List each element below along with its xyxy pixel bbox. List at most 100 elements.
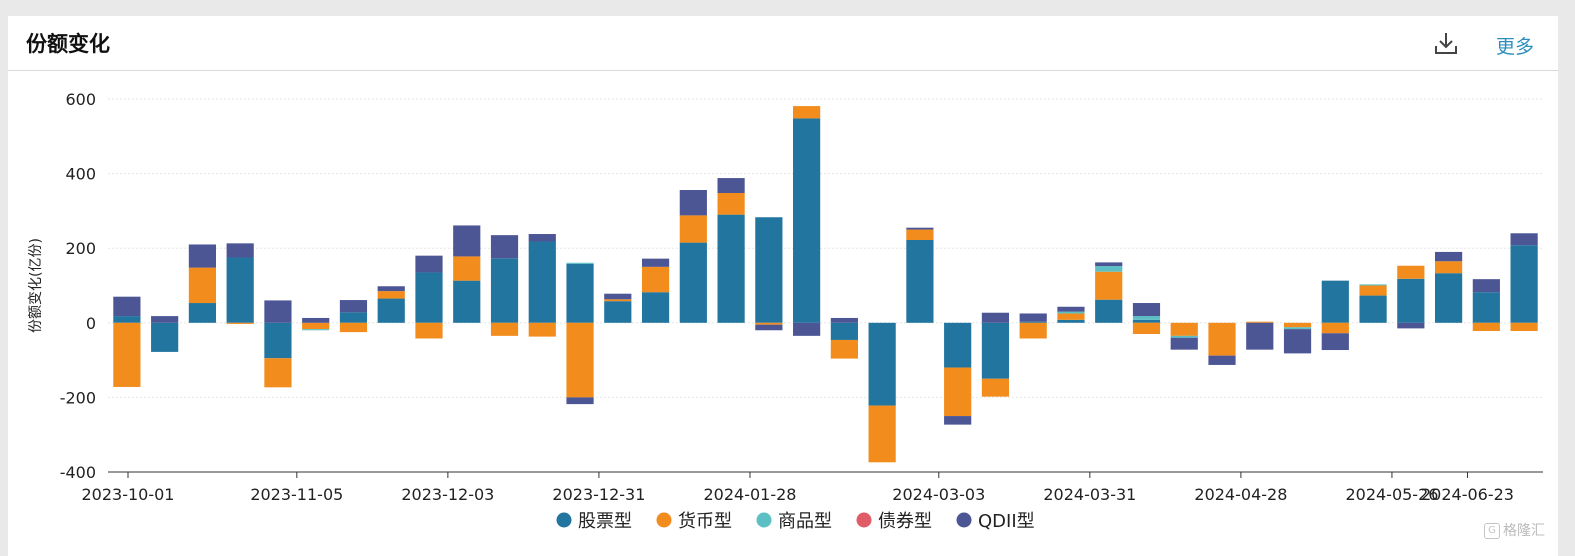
bar-segment[interactable] bbox=[1472, 292, 1500, 323]
bar-segment[interactable] bbox=[1283, 322, 1312, 328]
bar-segment[interactable] bbox=[830, 322, 858, 340]
bar-segment[interactable] bbox=[339, 300, 368, 313]
bar-segment[interactable] bbox=[604, 293, 632, 300]
bar-segment[interactable] bbox=[302, 317, 330, 323]
bar-segment[interactable] bbox=[1057, 306, 1085, 312]
bar-segment[interactable] bbox=[528, 241, 556, 323]
bar-segment[interactable] bbox=[755, 217, 783, 323]
download-icon[interactable] bbox=[1432, 30, 1460, 58]
bar-segment[interactable] bbox=[717, 192, 745, 215]
bar-segment[interactable] bbox=[1434, 251, 1463, 262]
bar-segment[interactable] bbox=[528, 234, 556, 242]
bar-segment[interactable] bbox=[377, 298, 405, 323]
legend-item[interactable]: 商品型 bbox=[756, 511, 833, 532]
bar-segment[interactable] bbox=[641, 266, 670, 293]
bar-segment[interactable] bbox=[226, 257, 254, 323]
bar-segment[interactable] bbox=[1019, 313, 1047, 322]
bar-segment[interactable] bbox=[1397, 278, 1425, 323]
bar-segment[interactable] bbox=[226, 243, 254, 258]
bar-segment[interactable] bbox=[1170, 335, 1198, 338]
bar-segment[interactable] bbox=[1095, 262, 1123, 267]
bar-segment[interactable] bbox=[1246, 322, 1274, 350]
bar-segment[interactable] bbox=[339, 322, 368, 333]
bar-segment[interactable] bbox=[1208, 322, 1236, 356]
bar-segment[interactable] bbox=[415, 272, 443, 323]
bar-segment[interactable] bbox=[415, 322, 443, 339]
bar-segment[interactable] bbox=[1359, 295, 1387, 323]
bar-segment[interactable] bbox=[1132, 319, 1161, 323]
bar-segment[interactable] bbox=[1132, 303, 1161, 317]
bar-segment[interactable] bbox=[906, 239, 934, 323]
bar-segment[interactable] bbox=[226, 322, 254, 324]
legend-item[interactable]: 债券型 bbox=[856, 511, 933, 532]
bar-segment[interactable] bbox=[981, 322, 1010, 379]
bar-segment[interactable] bbox=[1434, 273, 1463, 323]
more-link[interactable]: 更多 bbox=[1496, 36, 1535, 58]
bar-segment[interactable] bbox=[679, 190, 707, 216]
bar-segment[interactable] bbox=[1321, 280, 1349, 323]
bar-segment[interactable] bbox=[453, 225, 481, 257]
bar-segment[interactable] bbox=[113, 322, 141, 387]
bar-segment[interactable] bbox=[944, 367, 972, 417]
bar-segment[interactable] bbox=[1397, 265, 1425, 279]
bar-segment[interactable] bbox=[755, 322, 783, 325]
bar-segment[interactable] bbox=[1132, 316, 1161, 320]
bar-segment[interactable] bbox=[1095, 266, 1123, 272]
bar-segment[interactable] bbox=[641, 292, 670, 323]
bar-segment[interactable] bbox=[1057, 313, 1085, 320]
bar-segment[interactable] bbox=[490, 322, 519, 336]
bar-segment[interactable] bbox=[377, 291, 405, 299]
bar-segment[interactable] bbox=[1510, 233, 1538, 246]
bar-segment[interactable] bbox=[188, 244, 217, 268]
bar-segment[interactable] bbox=[1019, 322, 1047, 339]
bar-segment[interactable] bbox=[755, 324, 783, 331]
bar-segment[interactable] bbox=[1434, 261, 1463, 274]
bar-segment[interactable] bbox=[1019, 321, 1047, 323]
bar-segment[interactable] bbox=[188, 267, 217, 304]
bar-segment[interactable] bbox=[1359, 284, 1387, 286]
bar-segment[interactable] bbox=[604, 299, 632, 302]
bar-segment[interactable] bbox=[906, 227, 934, 230]
bar-segment[interactable] bbox=[453, 256, 481, 281]
bar-segment[interactable] bbox=[944, 416, 972, 425]
bar-segment[interactable] bbox=[566, 322, 594, 398]
legend-item[interactable]: 货币型 bbox=[656, 511, 733, 532]
bar-segment[interactable] bbox=[1246, 321, 1274, 323]
bar-segment[interactable] bbox=[566, 263, 594, 323]
bar-segment[interactable] bbox=[793, 118, 821, 323]
bar-segment[interactable] bbox=[528, 322, 556, 337]
bar-segment[interactable] bbox=[1283, 327, 1312, 330]
bar-segment[interactable] bbox=[1057, 311, 1085, 314]
bar-segment[interactable] bbox=[566, 262, 594, 264]
bar-segment[interactable] bbox=[830, 317, 858, 323]
bar-segment[interactable] bbox=[1283, 329, 1312, 354]
bar-segment[interactable] bbox=[151, 322, 179, 352]
bar-segment[interactable] bbox=[1321, 333, 1349, 351]
bar-segment[interactable] bbox=[1397, 322, 1425, 329]
bar-segment[interactable] bbox=[679, 215, 707, 243]
bar-segment[interactable] bbox=[793, 322, 821, 336]
bar-segment[interactable] bbox=[1057, 319, 1085, 323]
bar-segment[interactable] bbox=[981, 378, 1010, 397]
bar-segment[interactable] bbox=[302, 322, 330, 330]
legend-item[interactable]: 股票型 bbox=[556, 511, 633, 532]
bar-segment[interactable] bbox=[113, 296, 141, 317]
bar-segment[interactable] bbox=[604, 301, 632, 323]
bar-segment[interactable] bbox=[944, 322, 972, 368]
bar-segment[interactable] bbox=[264, 322, 292, 359]
bar-segment[interactable] bbox=[981, 312, 1010, 323]
bar-segment[interactable] bbox=[302, 329, 330, 331]
bar-segment[interactable] bbox=[1472, 279, 1500, 293]
bar-segment[interactable] bbox=[188, 303, 217, 323]
bar-segment[interactable] bbox=[566, 397, 594, 405]
bar-segment[interactable] bbox=[1170, 337, 1198, 350]
bar-segment[interactable] bbox=[1208, 355, 1236, 365]
bar-segment[interactable] bbox=[1359, 285, 1387, 296]
bar-segment[interactable] bbox=[641, 258, 670, 267]
bar-segment[interactable] bbox=[717, 214, 745, 323]
bar-segment[interactable] bbox=[453, 280, 481, 323]
bar-segment[interactable] bbox=[793, 106, 821, 119]
bar-segment[interactable] bbox=[1510, 245, 1538, 323]
bar-segment[interactable] bbox=[1095, 271, 1123, 300]
bar-segment[interactable] bbox=[1472, 322, 1500, 332]
